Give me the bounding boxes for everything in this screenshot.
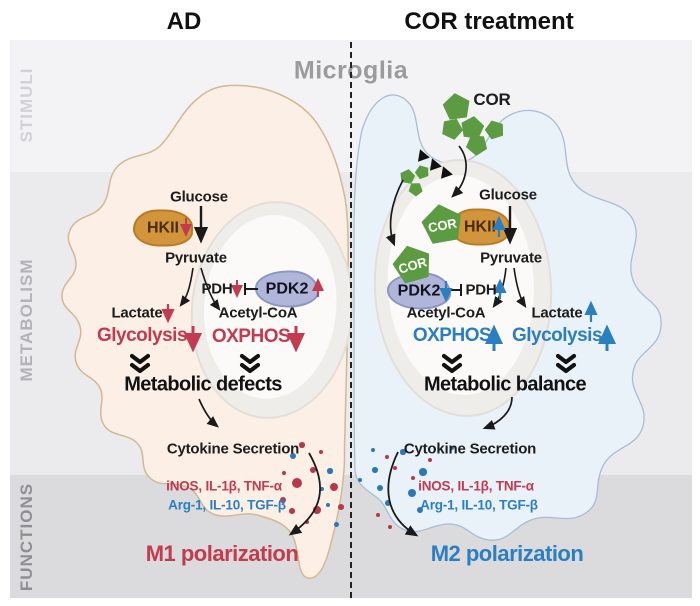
cytokine-dot bbox=[327, 468, 333, 474]
cor-badge-label: COR bbox=[396, 253, 429, 277]
cytokine-dot bbox=[416, 506, 424, 514]
cytokine-dot bbox=[419, 468, 427, 476]
m1-polarization-label: M1 polarization bbox=[145, 541, 299, 566]
pdh-label-right: PDH bbox=[465, 281, 497, 299]
cytokine-dot bbox=[376, 484, 384, 492]
cytokine-dot bbox=[299, 442, 305, 448]
cytokine-dot bbox=[310, 467, 316, 473]
m2-cytokines-left: Arg-1, IL-10, TGF-β bbox=[168, 497, 286, 513]
lactate-label-right: Lactate bbox=[531, 304, 583, 322]
pyruvate-label-right: Pyruvate bbox=[480, 249, 542, 267]
glycolysis-label-right: Glycolysis bbox=[511, 325, 603, 346]
pdk2-enzyme-left: PDK2 bbox=[255, 270, 319, 308]
cytokine-dot bbox=[333, 521, 339, 527]
pdk2-label-right: PDK2 bbox=[397, 282, 441, 299]
m1-cytokines-right: iNOS, IL-1β, TNF-α bbox=[418, 478, 534, 494]
cytokine-dot bbox=[384, 454, 390, 460]
m1-cytokines-left: iNOS, IL-1β, TNF-α bbox=[166, 478, 282, 494]
cytokine-dot bbox=[325, 502, 331, 508]
outcome-label-left: Metabolic defects bbox=[124, 373, 282, 396]
header-cor-treatment: COR treatment bbox=[404, 8, 574, 35]
cytokine-dot bbox=[313, 506, 321, 514]
pdk2-label-left: PDK2 bbox=[265, 280, 309, 297]
cytokine-dot bbox=[292, 478, 302, 488]
side-label-metabolism: METABOLISM bbox=[17, 258, 36, 382]
cytokine-dot bbox=[370, 447, 376, 453]
pdk2-enzyme-right: PDK2 bbox=[387, 272, 451, 310]
cytokine-dot bbox=[329, 482, 339, 492]
pyruvate-label-left: Pyruvate bbox=[165, 249, 227, 267]
acetyl-coa-label-right: Acetyl-CoA bbox=[406, 304, 486, 322]
panel-divider-dashed-line bbox=[350, 42, 352, 598]
cytokine-secretion-label-right: Cytokine Secretion bbox=[403, 440, 537, 458]
oxphos-label-left: OXPHOS bbox=[211, 326, 291, 347]
cytokine-dot bbox=[372, 467, 378, 473]
hkii-label-left: HKII bbox=[147, 219, 179, 236]
m2-polarization-label: M2 polarization bbox=[430, 541, 584, 566]
glycolysis-label-left: Glycolysis bbox=[96, 325, 188, 346]
pdh-label-left: PDH bbox=[201, 280, 233, 298]
side-label-stimuli: STIMULI bbox=[17, 67, 36, 143]
cytokine-dot bbox=[289, 508, 295, 514]
glucose-label-right: Glucose bbox=[479, 186, 537, 204]
cytokine-dot bbox=[279, 496, 287, 504]
cytokine-dot bbox=[357, 477, 363, 483]
glucose-label-left: Glucose bbox=[170, 188, 228, 206]
cytokine-dot bbox=[376, 513, 380, 517]
cytokine-dot bbox=[282, 471, 286, 475]
cytokine-dot bbox=[319, 486, 325, 492]
cor-label: COR bbox=[473, 90, 511, 109]
outcome-label-right: Metabolic balance bbox=[423, 373, 587, 396]
ad-mitochondrion bbox=[190, 201, 354, 419]
cor-badge-label: COR bbox=[426, 215, 458, 235]
oxphos-label-right: OXPHOS bbox=[412, 325, 492, 346]
header-ad: AD bbox=[166, 8, 202, 35]
cytokine-dot bbox=[338, 504, 344, 510]
cytokine-dot bbox=[450, 446, 454, 450]
hkii-enzyme-left: HKII bbox=[133, 209, 193, 247]
cytokine-dot bbox=[427, 457, 433, 463]
side-label-functions: FUNCTIONS bbox=[17, 482, 36, 592]
acetyl-coa-label-left: Acetyl-CoA bbox=[218, 304, 298, 322]
lactate-label-left: Lactate bbox=[111, 304, 163, 322]
cytokine-dot bbox=[318, 449, 324, 455]
hkii-label-right: HKII bbox=[464, 218, 496, 235]
cytokine-secretion-label-left: Cytokine Secretion bbox=[166, 440, 300, 458]
m2-cytokines-right: Arg-1, IL-10, TGF-β bbox=[420, 497, 538, 513]
cytokine-dot bbox=[385, 500, 391, 506]
